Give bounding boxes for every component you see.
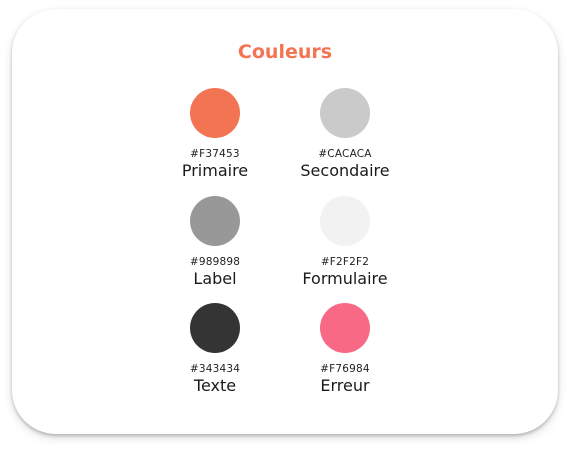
- color-name: Secondaire: [300, 161, 390, 180]
- color-name: Texte: [193, 376, 237, 395]
- color-name: Erreur: [320, 376, 370, 395]
- color-circle: [190, 303, 240, 353]
- color-palette-card: Couleurs #F37453 Primaire #CACACA Second…: [12, 9, 558, 434]
- color-swatch-texte: #343434 Texte: [145, 303, 285, 413]
- color-circle: [320, 88, 370, 138]
- color-hex-code: #CACACA: [318, 148, 372, 160]
- color-swatch-secondaire: #CACACA Secondaire: [275, 88, 415, 198]
- color-swatch-primaire: #F37453 Primaire: [145, 88, 285, 198]
- color-swatch-label: #989898 Label: [145, 196, 285, 306]
- color-circle: [320, 303, 370, 353]
- color-circle: [190, 196, 240, 246]
- color-name: Primaire: [181, 161, 249, 180]
- color-circle: [320, 196, 370, 246]
- color-name: Label: [193, 269, 237, 288]
- color-hex-code: #989898: [189, 256, 241, 268]
- color-swatch-erreur: #F76984 Erreur: [275, 303, 415, 413]
- card-title: Couleurs: [237, 41, 333, 63]
- color-hex-code: #F2F2F2: [320, 256, 370, 268]
- color-hex-code: #F37453: [190, 148, 240, 160]
- color-name: Formulaire: [302, 269, 388, 288]
- color-swatch-formulaire: #F2F2F2 Formulaire: [275, 196, 415, 306]
- color-circle: [190, 88, 240, 138]
- color-hex-code: #F76984: [320, 363, 370, 375]
- color-hex-code: #343434: [189, 363, 241, 375]
